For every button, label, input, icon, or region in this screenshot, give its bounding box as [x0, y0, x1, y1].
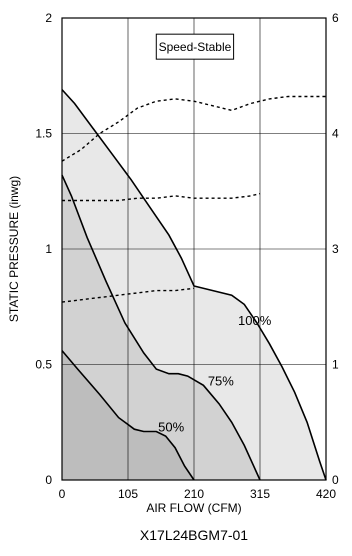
right-tick-label: 3	[332, 242, 339, 256]
x-axis-title: AIR FLOW (CFM)	[146, 501, 241, 515]
x-tick-label: 315	[250, 487, 270, 501]
figure-caption: X17L24BGM7-01	[140, 527, 248, 543]
legend-box-text: Speed-Stable	[159, 40, 232, 54]
power-curve-dashed	[62, 192, 261, 202]
y-tick-label: 0	[45, 473, 52, 487]
fan-curve-75-percent	[61, 174, 261, 481]
fan-curve-50-percent	[61, 350, 195, 481]
curve-label: 75%	[208, 373, 234, 388]
x-tick-label: 420	[316, 487, 336, 501]
y-tick-label: 1	[45, 242, 52, 256]
y-tick-label: 0.5	[35, 358, 52, 372]
right-tick-label: 4	[332, 127, 339, 141]
curve-labels: 100% 75% 50%	[158, 313, 272, 434]
curve-lines	[61, 89, 327, 481]
curve-fill-50-percent	[62, 350, 194, 480]
x-tick-label: 210	[184, 487, 204, 501]
gridlines	[62, 18, 326, 480]
right-tick-label: 0	[332, 473, 339, 487]
right-tick-label: 6	[332, 11, 339, 25]
curve-label: 50%	[158, 419, 184, 434]
x-tick-label: 105	[118, 487, 138, 501]
legend-box: Speed-Stable	[155, 33, 235, 60]
curve-label: 100%	[238, 313, 272, 328]
fan-curve-100-percent	[61, 89, 327, 481]
x-tick-label: 0	[59, 487, 66, 501]
power-curve-dashed	[61, 287, 195, 303]
curve-fill-75-percent	[62, 175, 260, 480]
y-axis-title: STATIC PRESSURE (inwg)	[7, 176, 21, 322]
right-tick-label: 1	[332, 358, 339, 372]
y-tick-label: 1.5	[35, 127, 52, 141]
y-tick-label: 2	[45, 11, 52, 25]
plot-frame	[61, 17, 327, 481]
power-curve-dashed	[61, 95, 326, 162]
